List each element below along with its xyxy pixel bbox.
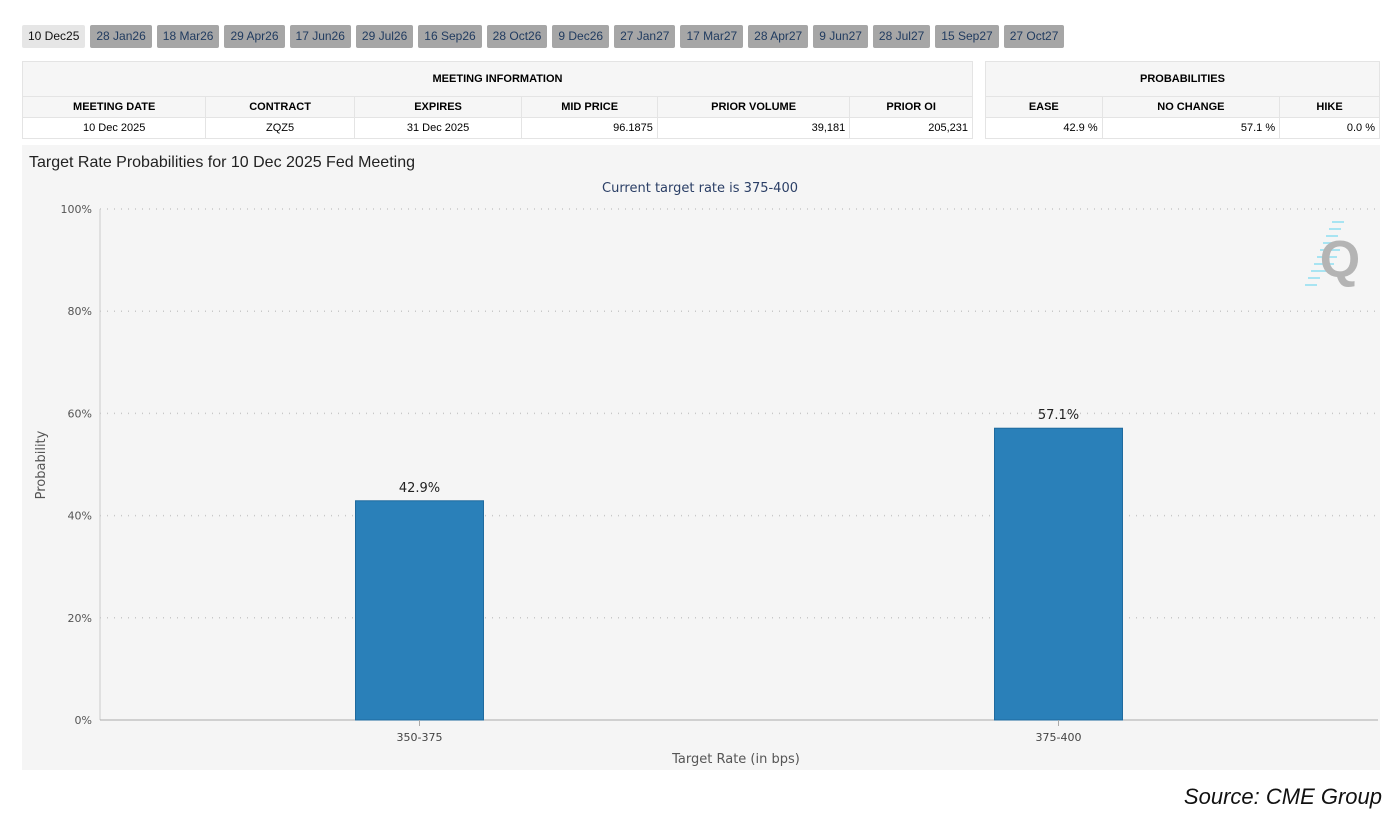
y-tick-label: 80% (68, 305, 92, 318)
y-axis-title: Probability (34, 430, 49, 499)
column-header: MID PRICE (521, 96, 658, 118)
probabilities-title: PROBABILITIES (985, 61, 1380, 97)
bar (994, 427, 1123, 721)
chart-title: Target Rate Probabilities for 10 Dec 202… (29, 154, 415, 171)
tab-meeting-date[interactable]: 9 Dec26 (552, 25, 610, 48)
quikstrike-logo-icon: Q (1305, 221, 1360, 289)
tab-meeting-date[interactable]: 9 Jun27 (813, 25, 868, 48)
y-tick-label: 100% (61, 203, 92, 216)
chart-panel (22, 145, 1380, 770)
column-header: PRIOR OI (849, 96, 973, 118)
source-caption: Source: CME Group (1183, 784, 1382, 809)
tab-meeting-date[interactable]: 17 Mar27 (680, 25, 744, 48)
column-header: MEETING DATE (21, 96, 207, 118)
meeting-tabs: 10 Dec25 28 Jan26 18 Mar26 29 Apr26 17 Jun26… (22, 25, 1065, 48)
svg-text:Q: Q (1320, 231, 1360, 289)
tab-meeting-date[interactable]: 29 Apr26 (224, 25, 285, 48)
table-cell: 205,231 (849, 117, 973, 139)
meeting-information-table: MEETING INFORMATION MEETING DATE CONTRACT… (21, 61, 973, 139)
column-header: CONTRACT (205, 96, 355, 118)
tab-meeting-date[interactable]: 17 Jun26 (289, 25, 351, 48)
table-cell: 57.1 % (1101, 117, 1281, 139)
bar (355, 500, 484, 721)
tab-meeting-date[interactable]: 10 Dec25 (22, 25, 86, 48)
tab-meeting-date[interactable]: 15 Sep27 (935, 25, 999, 48)
tab-meeting-date[interactable]: 27 Oct27 (1003, 25, 1065, 48)
x-tick-label: 375-400 (1036, 731, 1082, 744)
column-header: EXPIRES (353, 96, 523, 118)
tab-meeting-date[interactable]: 18 Mar26 (156, 25, 220, 48)
table-cell: 31 Dec 2025 (353, 117, 523, 139)
tab-meeting-date[interactable]: 28 Jan26 (90, 25, 152, 48)
column-header: PRIOR VOLUME (656, 96, 851, 118)
y-tick-label: 20% (68, 612, 92, 625)
tab-meeting-date[interactable]: 27 Jan27 (614, 25, 676, 48)
table-cell: 39,181 (656, 117, 851, 139)
table-cell: 0.0 % (1279, 117, 1380, 139)
table-cell: 42.9 % (985, 117, 1103, 139)
y-tick-label: 0% (75, 714, 92, 727)
table-cell: 96.1875 (521, 117, 658, 139)
tab-meeting-date[interactable]: 29 Jul26 (355, 25, 414, 48)
y-tick-label: 40% (68, 510, 92, 523)
x-axis-title: Target Rate (in bps) (671, 752, 800, 767)
tab-meeting-date[interactable]: 28 Oct26 (486, 25, 548, 48)
data-label: 42.9% (399, 481, 440, 496)
table-cell: 10 Dec 2025 (21, 117, 207, 139)
tab-meeting-date[interactable]: 28 Apr27 (748, 25, 809, 48)
probabilities-table: PROBABILITIES EASE NO CHANGE HIKE 42.9 % 57.… (985, 61, 1380, 139)
table-cell: ZQZ5 (205, 117, 355, 139)
chart-subtitle: Current target rate is 375-400 (602, 181, 798, 196)
y-tick-label: 60% (68, 407, 92, 420)
tab-meeting-date[interactable]: 28 Jul27 (872, 25, 931, 48)
column-header: NO CHANGE (1101, 96, 1281, 118)
tab-meeting-date[interactable]: 16 Sep26 (418, 25, 482, 48)
x-tick-label: 350-375 (397, 731, 443, 744)
data-label: 57.1% (1038, 408, 1079, 423)
